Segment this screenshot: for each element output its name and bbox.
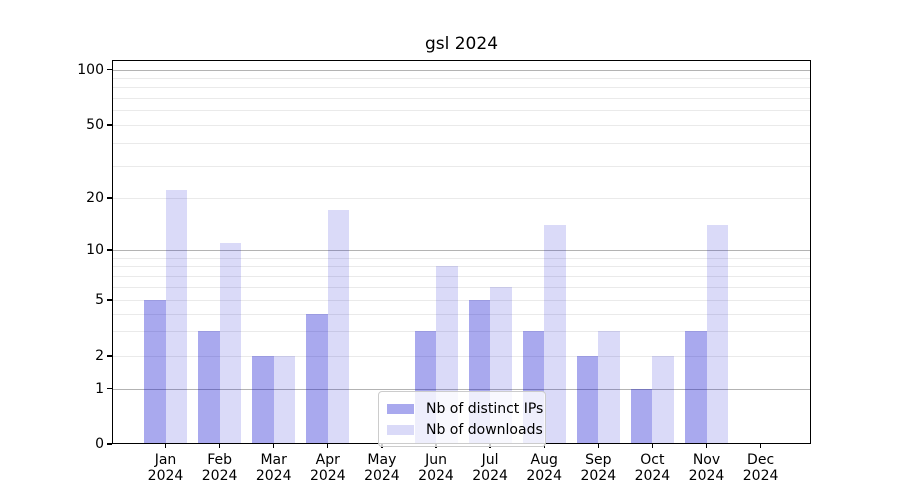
y-tick xyxy=(107,355,112,357)
y-tick-label: 10 xyxy=(86,242,104,258)
bar-distinct-ips xyxy=(630,388,653,444)
x-tick xyxy=(651,444,654,448)
y-tick-label: 50 xyxy=(86,117,104,133)
x-tick-label: Feb 2024 xyxy=(201,452,238,484)
bar-downloads xyxy=(165,190,187,444)
bars-layer xyxy=(112,60,811,444)
y-tick-label: 2 xyxy=(95,348,104,364)
bar-downloads xyxy=(598,331,620,444)
gridline-minor xyxy=(112,275,811,277)
y-tick xyxy=(107,443,112,445)
y-tick xyxy=(107,68,112,71)
x-tick-label: Jul 2024 xyxy=(472,452,508,484)
x-tick-label: Dec 2024 xyxy=(742,452,779,484)
x-tick-label: Nov 2024 xyxy=(688,452,725,484)
legend-swatch-distinct-ips xyxy=(387,403,414,414)
bar-downloads xyxy=(327,210,350,444)
bar-distinct-ips xyxy=(252,356,274,444)
y-tick-label: 1 xyxy=(95,380,104,397)
chart-title: gsl 2024 xyxy=(424,34,499,54)
bar-distinct-ips xyxy=(306,313,328,444)
x-tick-label: Jun 2024 xyxy=(418,452,454,484)
x-tick-label: Apr 2024 xyxy=(309,452,346,484)
legend-label: Nb of downloads xyxy=(426,421,543,438)
gridline-major xyxy=(112,250,811,251)
plot-area: Nb of distinct IPs Nb of downloads xyxy=(112,60,811,447)
gridlines-layer xyxy=(112,60,811,444)
bar-downloads xyxy=(219,242,242,444)
x-tick-label: Sep 2024 xyxy=(580,452,617,484)
legend-item: Nb of downloads xyxy=(387,419,543,440)
y-tick xyxy=(107,124,112,126)
x-tick-label: Aug 2024 xyxy=(526,452,562,484)
gridline-minor xyxy=(112,125,811,126)
y-tick-label: 20 xyxy=(86,190,104,206)
gridline-minor xyxy=(112,257,811,259)
x-tick xyxy=(273,444,275,448)
gridline-minor xyxy=(112,77,811,79)
gridline-minor xyxy=(112,142,811,144)
gridline-minor xyxy=(112,300,811,301)
gridline-minor xyxy=(112,266,811,268)
x-tick xyxy=(327,444,329,448)
bar-downloads xyxy=(706,224,728,444)
x-tick-label: May 2024 xyxy=(364,452,400,484)
x-tick xyxy=(218,444,221,448)
bar-distinct-ips xyxy=(144,300,166,444)
gridline-minor xyxy=(112,98,811,100)
legend-item: Nb of distinct IPs xyxy=(387,398,543,419)
gridline-minor xyxy=(112,331,811,333)
x-tick-label: Oct 2024 xyxy=(634,452,671,484)
y-tick xyxy=(107,299,112,301)
bar-downloads xyxy=(544,224,566,444)
y-tick-label: 5 xyxy=(95,292,104,308)
gridline-major xyxy=(112,388,811,390)
x-tick xyxy=(164,444,167,448)
y-tick-label: 100 xyxy=(77,61,104,78)
gridline-minor xyxy=(112,198,811,199)
x-tick-label: Mar 2024 xyxy=(255,452,292,484)
bar-distinct-ips xyxy=(685,331,707,444)
x-tick xyxy=(759,444,762,448)
y-tick xyxy=(107,197,112,199)
y-tick-label: 0 xyxy=(95,436,104,452)
gridline-minor xyxy=(112,313,811,315)
gridline-major xyxy=(112,69,811,71)
legend-label: Nb of distinct IPs xyxy=(426,400,544,417)
bar-distinct-ips xyxy=(198,331,220,444)
legend-swatch-downloads xyxy=(387,424,414,435)
x-tick xyxy=(705,444,708,448)
y-tick xyxy=(107,387,112,390)
bar-distinct-ips xyxy=(576,356,599,444)
gridline-minor xyxy=(112,87,811,89)
gridline-minor xyxy=(112,286,811,288)
legend: Nb of distinct IPs Nb of downloads xyxy=(378,391,546,447)
bar-downloads xyxy=(273,356,296,444)
x-tick-label: Jan 2024 xyxy=(147,452,184,484)
gridline-minor xyxy=(112,356,811,357)
x-tick xyxy=(597,444,599,448)
bar-downloads xyxy=(652,356,674,444)
gridline-minor xyxy=(112,110,811,112)
y-tick xyxy=(107,249,112,251)
gridline-minor xyxy=(112,165,811,167)
